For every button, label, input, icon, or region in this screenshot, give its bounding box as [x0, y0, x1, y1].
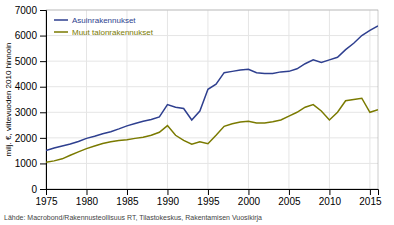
y-tick-label: 1000	[15, 158, 38, 169]
y-tick-mark	[40, 112, 46, 113]
grid-line-y	[46, 112, 378, 113]
x-tick-mark	[208, 189, 209, 195]
x-tick: 1975	[35, 189, 58, 207]
y-tick: 3000	[15, 107, 46, 118]
legend-label: Muut talonrakennukset	[72, 28, 154, 37]
y-tick: 5000	[15, 56, 46, 67]
y-tick-label: 0	[31, 184, 37, 195]
series-line	[46, 98, 378, 162]
x-tick-mark	[289, 189, 290, 195]
x-axis: 1975 1980 1985 1990 1995 2000 2005 2010 2015	[35, 189, 382, 207]
series-line	[46, 26, 378, 151]
y-tick: 4000	[15, 81, 46, 92]
grid-line-y	[46, 137, 378, 138]
y-tick-mark	[40, 87, 46, 88]
grid-line-x	[369, 10, 370, 189]
x-tick: 2000	[238, 189, 261, 207]
x-tick-mark	[370, 189, 371, 195]
grid	[46, 10, 378, 189]
y-tick-label: 5000	[15, 56, 38, 67]
x-tick: 1980	[76, 189, 99, 207]
y-tick-mark	[40, 36, 46, 37]
x-axis-line	[47, 190, 379, 196]
y-tick-label: 3000	[15, 107, 38, 118]
x-tick: 2005	[278, 189, 301, 207]
source-note: Lähde: Macrobond/Rakennusteollisuus RT, …	[4, 214, 262, 222]
y-tick-mark	[40, 163, 46, 164]
y-tick: 0	[31, 184, 46, 195]
grid-line-x	[207, 10, 208, 189]
x-tick-label: 1990	[157, 196, 180, 207]
y-tick: 2000	[15, 133, 46, 144]
x-tick-label: 2005	[278, 196, 301, 207]
plot-frame	[46, 10, 378, 189]
x-tick-label: 2000	[238, 196, 261, 207]
y-axis: 0 1000 2000 3000 4000 5000 6000 7000	[15, 5, 47, 195]
y-tick-label: 7000	[15, 5, 38, 16]
legend-swatch	[54, 19, 68, 21]
y-tick: 6000	[15, 30, 46, 41]
legend-item: Muut talonrakennukset	[54, 28, 154, 37]
y-tick-mark	[40, 189, 46, 190]
x-tick: 1985	[116, 189, 139, 207]
y-tick: 1000	[15, 158, 46, 169]
x-tick-label: 1975	[35, 196, 58, 207]
y-tick-label: 2000	[15, 133, 38, 144]
x-tick-mark	[329, 189, 330, 195]
grid-line-x	[248, 10, 249, 189]
plot-area	[46, 26, 378, 162]
x-tick: 2015	[359, 189, 382, 207]
y-tick-label: 4000	[15, 81, 38, 92]
y-label: milj. €, viitevuoden 2010 hinnoin	[4, 43, 13, 157]
chart: 1975 1980 1985 1990 1995 2000 2005 2010 2015 0 100…	[0, 0, 394, 225]
y-tick-mark	[40, 61, 46, 62]
x-tick-mark	[248, 189, 249, 195]
x-tick: 1990	[157, 189, 180, 207]
legend-label: Asuinrakennukset	[72, 16, 136, 25]
y-axis-line	[40, 11, 47, 190]
x-tick-mark	[127, 189, 128, 195]
x-tick: 2010	[319, 189, 342, 207]
x-tick: 1995	[197, 189, 220, 207]
grid-line-x	[167, 10, 168, 189]
grid-line-y	[46, 163, 378, 164]
x-tick-label: 1985	[116, 196, 139, 207]
grid-line-x	[288, 10, 289, 189]
y-tick-mark	[40, 138, 46, 139]
x-tick-mark	[86, 189, 87, 195]
legend-swatch	[54, 31, 68, 33]
y-tick-label: 6000	[15, 30, 38, 41]
x-tick-mark	[167, 189, 168, 195]
grid-line-x	[329, 10, 330, 189]
y-tick-mark	[40, 10, 46, 11]
legend-item: Asuinrakennukset	[54, 16, 136, 25]
x-tick-label: 2015	[359, 196, 382, 207]
y-tick: 7000	[15, 5, 46, 16]
x-tick-label: 1995	[197, 196, 220, 207]
x-tick-label: 1980	[76, 196, 99, 207]
legend: Asuinrakennukset Muut talonrakennukset	[54, 16, 154, 37]
x-tick-label: 2010	[319, 196, 342, 207]
